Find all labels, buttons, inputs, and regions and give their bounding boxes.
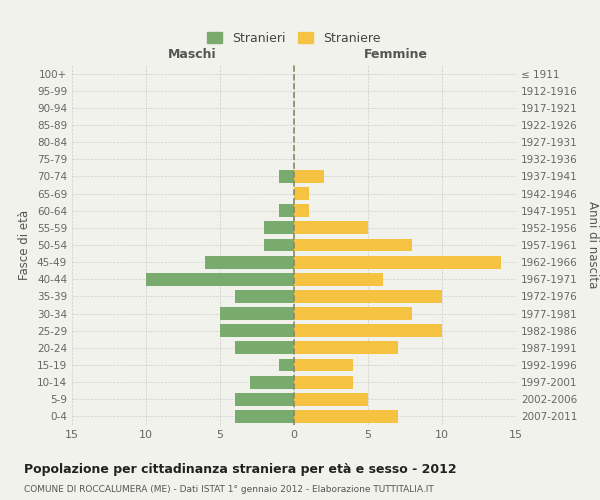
Bar	[279, 204, 294, 217]
Bar	[279, 358, 294, 372]
Text: Popolazione per cittadinanza straniera per età e sesso - 2012: Popolazione per cittadinanza straniera p…	[24, 462, 457, 475]
Bar	[235, 410, 294, 423]
Text: COMUNE DI ROCCALUMERA (ME) - Dati ISTAT 1° gennaio 2012 - Elaborazione TUTTITALI: COMUNE DI ROCCALUMERA (ME) - Dati ISTAT …	[24, 485, 434, 494]
Bar	[250, 376, 294, 388]
Bar	[235, 290, 294, 303]
Bar	[220, 307, 294, 320]
Text: Maschi: Maschi	[167, 48, 216, 62]
Legend: Stranieri, Straniere: Stranieri, Straniere	[203, 28, 385, 48]
Bar	[294, 324, 442, 337]
Bar	[235, 342, 294, 354]
Y-axis label: Fasce di età: Fasce di età	[19, 210, 31, 280]
Bar	[294, 290, 442, 303]
Bar	[294, 358, 353, 372]
Bar	[265, 222, 294, 234]
Bar	[294, 273, 383, 285]
Bar	[294, 238, 412, 252]
Bar	[294, 222, 368, 234]
Bar	[235, 393, 294, 406]
Bar	[294, 187, 309, 200]
Bar	[294, 307, 412, 320]
Bar	[265, 238, 294, 252]
Y-axis label: Anni di nascita: Anni di nascita	[586, 202, 599, 288]
Bar	[146, 273, 294, 285]
Bar	[279, 170, 294, 183]
Bar	[220, 324, 294, 337]
Bar	[294, 170, 323, 183]
Bar	[294, 376, 353, 388]
Bar	[294, 393, 368, 406]
Bar	[294, 204, 309, 217]
Bar	[205, 256, 294, 268]
Bar	[294, 256, 501, 268]
Bar	[294, 410, 398, 423]
Bar	[294, 342, 398, 354]
Text: Femmine: Femmine	[364, 48, 428, 62]
